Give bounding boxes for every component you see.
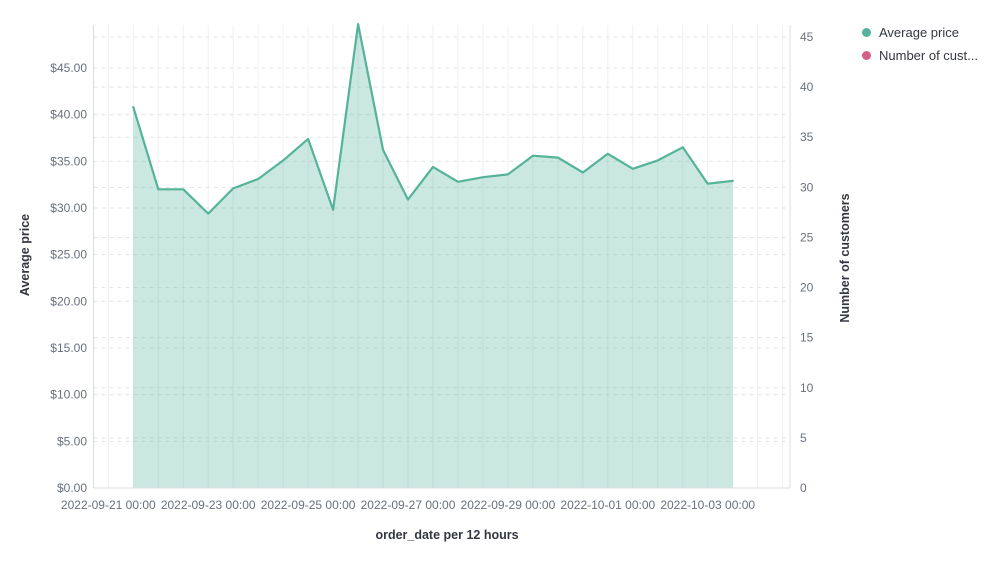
y-left-tick-label: $10.00 <box>50 388 87 402</box>
x-tick-label: 2022-09-25 00:00 <box>261 498 356 512</box>
y-right-tick-label: 15 <box>800 331 814 345</box>
y-right-tick-label: 20 <box>800 281 814 295</box>
legend-dot-icon <box>862 51 871 60</box>
y-left-tick-label: $5.00 <box>57 434 87 448</box>
y-right-tick-label: 40 <box>800 80 814 94</box>
legend-label: Average price <box>879 25 959 40</box>
y-left-tick-label: $20.00 <box>50 294 87 308</box>
x-tick-label: 2022-09-21 00:00 <box>61 498 156 512</box>
x-axis-title: order_date per 12 hours <box>375 528 519 542</box>
legend-label: Number of cust... <box>879 48 978 63</box>
y-left-tick-label: $30.00 <box>50 201 87 215</box>
y-left-tick-label: $0.00 <box>57 481 87 495</box>
y-right-tick-label: 45 <box>800 30 814 44</box>
y-right-tick-label: 5 <box>800 431 807 445</box>
x-tick-label: 2022-10-03 00:00 <box>660 498 755 512</box>
x-tick-label: 2022-09-27 00:00 <box>361 498 456 512</box>
series-line-average-price <box>132 23 734 215</box>
legend-dot-icon <box>862 28 871 37</box>
y-left-axis-title: Average price <box>18 213 32 297</box>
x-tick-label: 2022-09-29 00:00 <box>461 498 556 512</box>
y-right-tick-label: 10 <box>800 381 814 395</box>
y-right-tick-label: 30 <box>800 180 814 194</box>
y-right-tick-label: 25 <box>800 230 814 244</box>
x-tick-label: 2022-10-01 00:00 <box>560 498 655 512</box>
y-right-tick-label: 35 <box>800 130 814 144</box>
series-area-average-price <box>133 24 733 488</box>
y-right-axis-title: Number of customers <box>838 193 852 323</box>
x-tick-label: 2022-09-23 00:00 <box>161 498 256 512</box>
chart-legend: Average price Number of cust... <box>862 24 978 64</box>
y-left-tick-label: $25.00 <box>50 248 87 262</box>
y-left-tick-label: $40.00 <box>50 108 87 122</box>
y-right-tick-label: 0 <box>800 481 807 495</box>
y-left-tick-label: $35.00 <box>50 154 87 168</box>
legend-item-average-price[interactable]: Average price <box>862 24 978 41</box>
legend-item-number-of-cust-[interactable]: Number of cust... <box>862 47 978 64</box>
y-left-tick-label: $45.00 <box>50 61 87 75</box>
y-left-tick-label: $15.00 <box>50 341 87 355</box>
